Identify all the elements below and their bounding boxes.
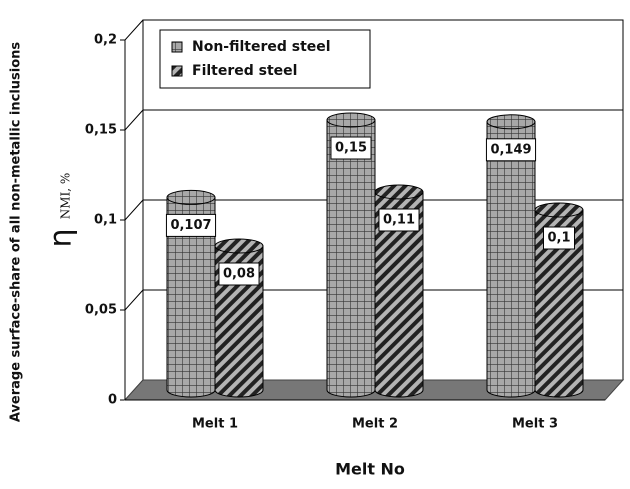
- value-label-box: [218, 262, 260, 286]
- bar-top: [166, 189, 216, 205]
- value-label: 0,149: [490, 142, 531, 157]
- legend-swatch: [171, 41, 183, 53]
- grid-line-side: [124, 199, 144, 221]
- y-axis-symbol: η: [44, 228, 79, 247]
- legend-label: Non-filtered steel: [192, 39, 331, 55]
- x-tick-label: Melt 3: [512, 417, 558, 432]
- y-tick-label: 0,05: [85, 303, 117, 318]
- value-label-box: [378, 208, 420, 232]
- x-tick-label: Melt 2: [352, 417, 398, 432]
- x-axis-label: Melt No: [335, 460, 405, 479]
- legend: [159, 29, 371, 89]
- grid-line-side: [124, 289, 144, 311]
- bar: [534, 209, 584, 398]
- bar: [486, 121, 536, 398]
- value-label: 0,1: [547, 231, 570, 246]
- bar-top: [214, 238, 264, 254]
- bar-top: [534, 202, 584, 218]
- x-tick-label: Melt 1: [192, 417, 238, 432]
- legend-swatch: [171, 65, 183, 77]
- bar: [374, 191, 424, 398]
- y-tick-label: 0,15: [85, 123, 117, 138]
- y-axis-label: Average surface-share of all non-metalli…: [9, 42, 24, 423]
- bar-top: [374, 184, 424, 200]
- value-label-box: [165, 213, 217, 237]
- grid-line-side: [124, 109, 144, 131]
- value-label-box: [542, 226, 576, 250]
- plot: 0 0,05 0,1 0,15 0,2 Melt 1 0,107 0,08 Melt 2 0,15…: [85, 19, 625, 432]
- bar: [326, 119, 376, 398]
- value-label: 0,11: [383, 213, 415, 228]
- grid-line-side: [124, 19, 144, 41]
- y-axis-unit: NMI, %: [59, 173, 73, 220]
- bar-top: [486, 114, 536, 130]
- value-label: 0,15: [335, 141, 367, 156]
- y-tick-label: 0,2: [94, 33, 117, 48]
- legend-label: Filtered steel: [192, 63, 297, 79]
- value-label: 0,107: [170, 218, 211, 233]
- y-tick-label: 0: [108, 393, 117, 408]
- y-tick-label: 0,1: [94, 213, 117, 228]
- bar-top: [326, 112, 376, 128]
- value-label: 0,08: [223, 267, 255, 282]
- value-label-box: [330, 136, 372, 160]
- bar: [166, 196, 216, 398]
- value-label-box: [485, 138, 537, 162]
